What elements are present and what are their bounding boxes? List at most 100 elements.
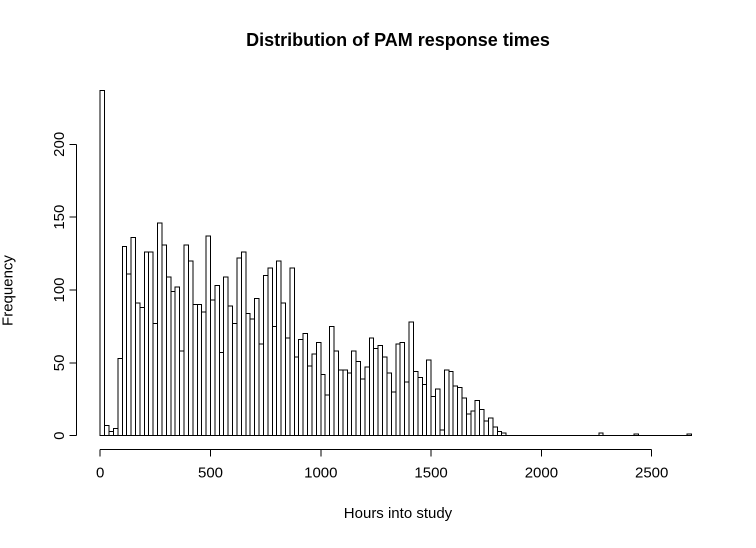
x-axis-tick-label: 0 — [96, 465, 104, 482]
x-axis-tick-label: 500 — [198, 465, 223, 482]
histogram-bar — [196, 304, 203, 437]
histogram-bar — [302, 333, 309, 437]
histogram-bar — [307, 365, 313, 437]
histogram-bar — [99, 89, 106, 437]
histogram-bar — [386, 372, 392, 437]
histogram-bar — [435, 388, 441, 437]
histogram-bar — [417, 376, 423, 437]
histogram-bar — [192, 304, 198, 437]
histogram-bar — [408, 321, 414, 437]
histogram-bar — [448, 371, 454, 437]
histogram-bar — [254, 298, 260, 437]
histogram-bar — [487, 417, 494, 437]
histogram-bar — [377, 344, 384, 437]
histogram-bar — [390, 391, 397, 437]
histogram-bar — [143, 251, 150, 437]
histogram-bar — [187, 260, 194, 437]
histogram-bar — [130, 237, 136, 437]
histogram-bar — [598, 432, 604, 437]
histogram-bar — [373, 347, 379, 437]
histogram-bar — [337, 369, 344, 437]
histogram-bar — [179, 350, 185, 437]
histogram-bar — [152, 323, 159, 437]
histogram-bar — [311, 353, 317, 437]
histogram-bar — [108, 430, 114, 437]
histogram-bar — [452, 385, 459, 437]
histogram-bar — [686, 433, 692, 437]
histogram-bar — [148, 251, 154, 437]
histogram-bar — [205, 235, 211, 437]
histogram-bar — [227, 305, 234, 437]
x-axis-tick-label: 1000 — [304, 465, 337, 482]
histogram-bar — [245, 312, 251, 437]
histogram-bar — [382, 356, 388, 437]
histogram-bar — [439, 429, 445, 437]
histogram-bar — [276, 260, 282, 437]
histogram-bar — [218, 352, 225, 437]
histogram-bar — [214, 285, 220, 437]
histogram-bar — [333, 350, 339, 437]
histogram-bar — [465, 413, 472, 437]
histogram-bar — [368, 337, 375, 437]
histogram-bar — [399, 341, 406, 437]
histogram-bar — [412, 371, 419, 437]
histogram-bar — [126, 273, 132, 437]
histogram-bar — [262, 274, 269, 437]
histogram-bar — [315, 341, 322, 437]
histogram-bar — [293, 356, 300, 437]
y-axis-tick-label: 0 — [51, 432, 68, 440]
histogram-bar — [496, 430, 503, 437]
histogram-bar — [395, 343, 401, 437]
histogram-bar — [240, 251, 247, 437]
histogram-bar — [271, 325, 278, 437]
histogram-bar — [501, 432, 507, 437]
y-axis-tick-label: 50 — [51, 355, 68, 372]
histogram-bar — [161, 244, 167, 437]
histogram-bar — [421, 384, 428, 437]
histogram-bar — [298, 339, 304, 437]
histogram-bar — [474, 400, 481, 437]
histogram-bar — [404, 381, 410, 437]
x-axis-tick-label: 1500 — [414, 465, 447, 482]
x-axis-tick-label: 2000 — [525, 465, 558, 482]
histogram-bar — [355, 360, 362, 437]
histogram-bar — [479, 408, 485, 437]
histogram-bar — [285, 337, 291, 437]
histogram-bar — [121, 245, 128, 437]
histogram-bar — [223, 276, 229, 437]
histogram-bar — [360, 378, 366, 437]
histogram-bar — [351, 350, 357, 437]
histogram-bar — [139, 306, 145, 437]
histogram-bar — [210, 299, 216, 437]
histogram-bar — [280, 302, 286, 437]
histogram-bar — [346, 372, 353, 437]
x-axis-tick-label: 2500 — [635, 465, 668, 482]
x-axis-label: Hours into study — [343, 505, 453, 522]
histogram-bar — [342, 369, 348, 437]
histogram-bar — [117, 357, 123, 437]
histogram-bar — [492, 426, 498, 437]
histogram-bar — [320, 374, 326, 437]
histogram-bar — [443, 369, 450, 437]
histogram-bar — [249, 318, 256, 437]
histogram-bar — [324, 394, 331, 437]
histogram-bar — [236, 257, 242, 437]
histogram-bar — [633, 433, 639, 437]
histogram-bar — [430, 395, 437, 437]
histogram-bar — [135, 302, 141, 437]
histogram-bar — [170, 290, 176, 437]
y-axis-tick-label: 200 — [51, 132, 68, 157]
y-axis-label: Frequency — [0, 255, 17, 326]
histogram-bar — [470, 410, 476, 437]
histogram-bar — [201, 311, 207, 437]
histogram-bar — [461, 397, 467, 437]
histogram-bar — [232, 323, 238, 437]
histogram-bar — [183, 244, 189, 437]
histogram-bar — [104, 425, 110, 437]
histogram-bar — [157, 222, 163, 437]
histogram-bar — [112, 427, 119, 437]
histogram-bar — [165, 276, 172, 437]
histogram-bar — [289, 267, 295, 437]
histogram-bar — [364, 366, 370, 437]
